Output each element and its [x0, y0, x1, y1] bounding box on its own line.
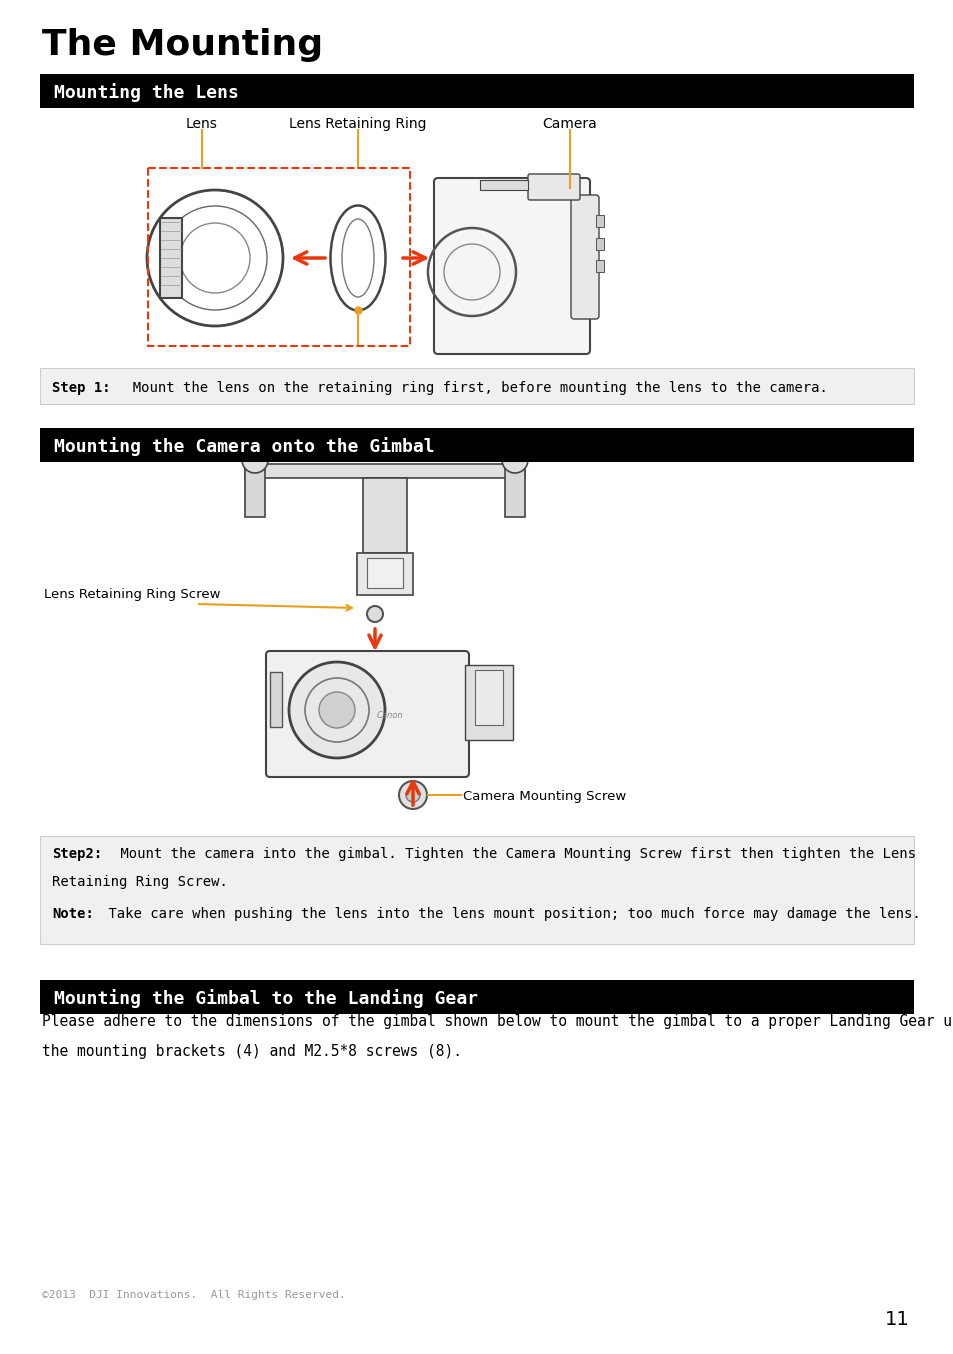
- Bar: [40, 835, 913, 944]
- Bar: [245, 464, 524, 478]
- Bar: [504, 462, 524, 517]
- Bar: [245, 462, 265, 517]
- Text: Please adhere to the dimensions of the gimbal shown below to mount the gimbal to: Please adhere to the dimensions of the g…: [42, 1014, 953, 1029]
- Text: The Mounting: The Mounting: [42, 28, 323, 62]
- Circle shape: [242, 447, 268, 473]
- Bar: [356, 552, 413, 594]
- Circle shape: [289, 662, 385, 758]
- Text: Lens: Lens: [186, 116, 217, 131]
- Circle shape: [398, 781, 427, 808]
- Text: Note:: Note:: [52, 907, 93, 921]
- Bar: [40, 980, 913, 1014]
- Bar: [596, 260, 603, 272]
- Text: Retaining Ring Screw.: Retaining Ring Screw.: [52, 875, 228, 890]
- Text: Mounting the Camera onto the Gimbal: Mounting the Camera onto the Gimbal: [54, 437, 435, 456]
- Bar: [40, 368, 913, 403]
- Bar: [479, 180, 527, 190]
- Text: Camera: Camera: [542, 116, 597, 131]
- Text: Step2:: Step2:: [52, 848, 102, 861]
- Text: Lens Retaining Ring: Lens Retaining Ring: [289, 116, 426, 131]
- Bar: [596, 215, 603, 227]
- Bar: [464, 665, 513, 741]
- Text: 11: 11: [884, 1311, 909, 1330]
- Text: Canon: Canon: [376, 711, 403, 720]
- Circle shape: [406, 788, 419, 802]
- Text: ©2013  DJI Innovations.  All Rights Reserved.: ©2013 DJI Innovations. All Rights Reserv…: [42, 1290, 345, 1300]
- FancyBboxPatch shape: [571, 195, 598, 320]
- Text: Lens Retaining Ring Screw: Lens Retaining Ring Screw: [44, 588, 220, 601]
- Text: Mounting the Gimbal to the Landing Gear: Mounting the Gimbal to the Landing Gear: [54, 988, 477, 1007]
- Text: Take care when pushing the lens into the lens mount position; too much force may: Take care when pushing the lens into the…: [100, 907, 920, 921]
- Bar: [160, 218, 182, 298]
- Bar: [367, 558, 402, 588]
- Bar: [40, 74, 913, 108]
- Circle shape: [501, 447, 527, 473]
- Text: Mount the camera into the gimbal. Tighten the Camera Mounting Screw first then t: Mount the camera into the gimbal. Tighte…: [112, 848, 915, 861]
- Text: Step 1:: Step 1:: [52, 380, 111, 395]
- Circle shape: [507, 441, 521, 455]
- Text: Mounting the Lens: Mounting the Lens: [54, 83, 238, 102]
- Bar: [596, 238, 603, 250]
- Circle shape: [367, 607, 382, 621]
- Bar: [148, 168, 410, 347]
- Circle shape: [248, 441, 262, 455]
- Bar: [363, 478, 407, 552]
- Text: Mount the lens on the retaining ring first, before mounting the lens to the came: Mount the lens on the retaining ring fir…: [116, 380, 827, 395]
- Circle shape: [318, 692, 355, 728]
- FancyBboxPatch shape: [527, 175, 579, 200]
- Bar: [475, 670, 502, 724]
- Bar: [40, 428, 913, 462]
- FancyBboxPatch shape: [434, 177, 589, 353]
- Text: Camera Mounting Screw: Camera Mounting Screw: [462, 789, 625, 803]
- Bar: [270, 672, 282, 727]
- Text: the mounting brackets (4) and M2.5*8 screws (8).: the mounting brackets (4) and M2.5*8 scr…: [42, 1044, 461, 1059]
- FancyBboxPatch shape: [266, 651, 469, 777]
